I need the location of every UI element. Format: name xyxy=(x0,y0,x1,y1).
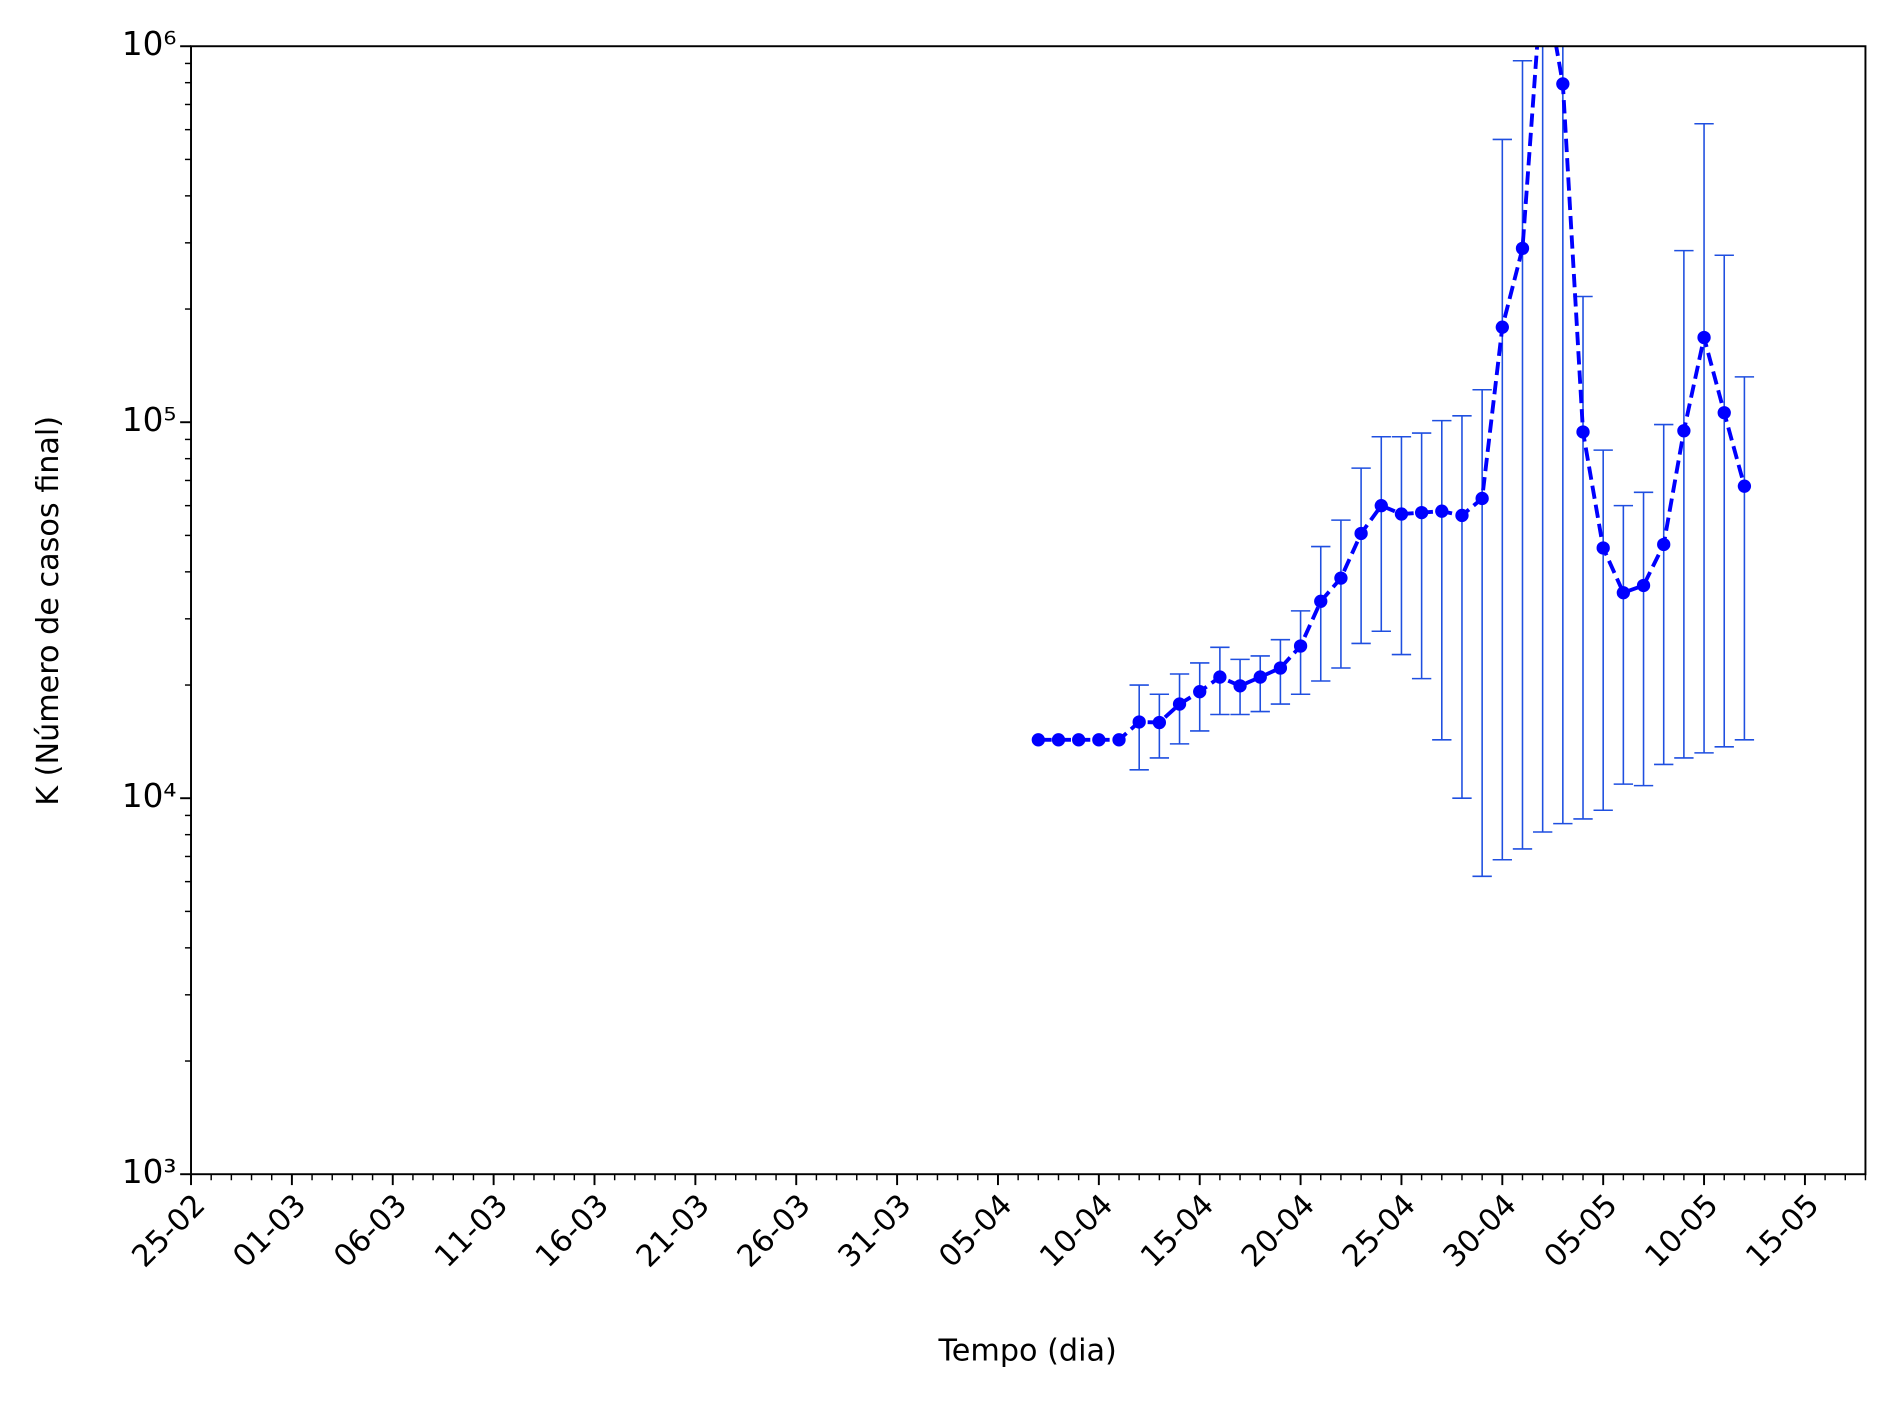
x-tick-label: 15-05 xyxy=(1739,1188,1826,1275)
x-tick-label: 06-03 xyxy=(327,1188,414,1275)
error-bar xyxy=(1694,122,1714,754)
data-point xyxy=(1515,241,1530,256)
data-point xyxy=(1414,505,1429,520)
y-axis-label: K (Número de casos final) xyxy=(31,416,66,806)
x-tick-label: 05-04 xyxy=(932,1188,1019,1275)
x-tick-label: 01-03 xyxy=(226,1188,313,1275)
error-bar xyxy=(1714,254,1734,748)
error-bar xyxy=(1553,46,1573,825)
error-bar xyxy=(1472,388,1492,878)
data-point xyxy=(1193,685,1207,699)
data-point xyxy=(1273,661,1288,675)
data-point xyxy=(1576,425,1590,439)
data-point xyxy=(1031,733,1045,747)
data-point xyxy=(1394,507,1409,521)
data-point xyxy=(1737,479,1752,493)
error-bar xyxy=(1250,655,1270,713)
x-tick-label: 31-03 xyxy=(832,1188,919,1275)
data-point xyxy=(1636,578,1651,593)
error-bar xyxy=(1311,545,1331,682)
error-bar xyxy=(1452,415,1472,800)
error-bar xyxy=(1654,423,1674,766)
x-tick-label: 10-05 xyxy=(1639,1188,1726,1275)
axes-frame xyxy=(190,45,1867,1176)
x-tick-label: 21-03 xyxy=(630,1188,717,1275)
data-point xyxy=(1314,594,1328,608)
data-point xyxy=(1293,639,1308,653)
error-bar xyxy=(1532,46,1553,833)
x-tick-label: 11-03 xyxy=(428,1188,515,1275)
error-bar xyxy=(1613,504,1634,785)
y-tick-label: 10³ xyxy=(122,1153,177,1191)
y-tick-label: 10⁶ xyxy=(122,25,177,63)
x-tick-label: 05-05 xyxy=(1538,1188,1625,1275)
x-tick-label: 15-04 xyxy=(1134,1188,1221,1275)
data-point xyxy=(1112,733,1126,747)
data-point xyxy=(1334,571,1348,585)
error-bar xyxy=(1331,519,1351,669)
data-point xyxy=(1233,679,1247,693)
data-point xyxy=(1616,586,1631,600)
data-point xyxy=(1072,733,1086,747)
error-bar xyxy=(1492,138,1512,861)
error-bar xyxy=(1633,491,1654,787)
plot-area xyxy=(1031,46,1755,878)
data-point xyxy=(1697,330,1711,345)
data-point xyxy=(1455,508,1469,523)
x-tick-label: 25-04 xyxy=(1336,1188,1423,1275)
data-point xyxy=(1152,715,1167,730)
error-bar xyxy=(1593,449,1613,812)
error-bar xyxy=(1351,467,1371,645)
x-tick-label: 26-03 xyxy=(731,1188,818,1275)
error-bar xyxy=(1734,376,1755,741)
x-tick-label: 30-04 xyxy=(1437,1188,1524,1275)
error-bar xyxy=(1391,435,1412,656)
x-tick-label: 20-04 xyxy=(1235,1188,1322,1275)
data-point xyxy=(1172,697,1187,711)
data-point xyxy=(1354,526,1368,541)
data-point xyxy=(1213,670,1227,684)
x-tick-label: 16-03 xyxy=(529,1188,616,1275)
error-bar xyxy=(1573,295,1593,820)
data-point xyxy=(1556,77,1570,91)
x-tick-label: 10-04 xyxy=(1033,1188,1120,1275)
data-point xyxy=(1253,670,1267,684)
error-bar xyxy=(1674,249,1694,759)
error-bar xyxy=(1432,419,1452,741)
error-bar xyxy=(1512,59,1533,850)
data-point xyxy=(1475,491,1489,506)
error-bar xyxy=(1411,432,1432,680)
data-point xyxy=(1132,715,1146,729)
x-axis-label: Tempo (dia) xyxy=(937,1333,1116,1368)
data-line xyxy=(1038,46,1747,742)
data-point xyxy=(1717,406,1731,420)
y-tick-label: 10⁴ xyxy=(122,777,177,815)
data-point xyxy=(1374,498,1388,513)
x-tick-label: 25-02 xyxy=(126,1188,213,1275)
data-point xyxy=(1657,537,1671,552)
data-point xyxy=(1051,733,1066,747)
data-point xyxy=(1596,541,1610,555)
data-point xyxy=(1677,424,1691,438)
error-bar xyxy=(1371,435,1391,633)
data-point xyxy=(1092,733,1106,747)
data-point xyxy=(1495,320,1509,334)
y-tick-label: 10⁵ xyxy=(122,401,177,439)
data-point xyxy=(1435,504,1449,518)
